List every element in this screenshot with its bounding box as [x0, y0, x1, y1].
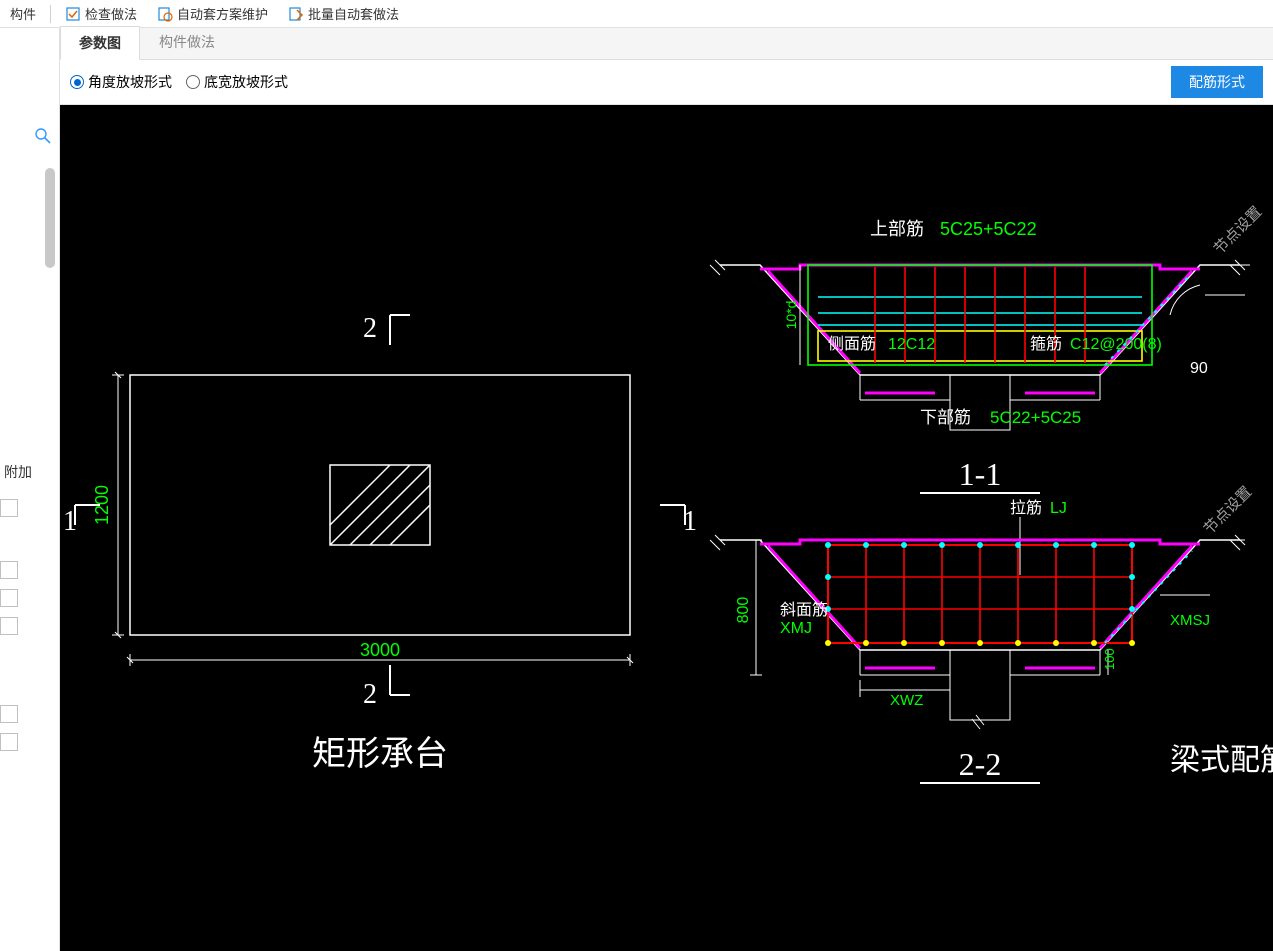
svg-text:XMSJ: XMSJ [1170, 612, 1210, 629]
radio-angle-slope[interactable]: 角度放坡形式 [70, 72, 172, 92]
tab-param-diagram[interactable]: 参数图 [60, 26, 140, 60]
cad-canvas[interactable]: 1200 3000 [60, 105, 1273, 951]
radio-dot-icon [186, 75, 200, 89]
toolbar-item-component[interactable]: 构件 [4, 2, 42, 25]
sidebar-checkbox-4[interactable] [0, 617, 18, 635]
tabs: 参数图 构件做法 [60, 28, 1273, 60]
toolbar-item-auto-scheme[interactable]: 自动套方案维护 [151, 2, 274, 25]
svg-text:2-2: 2-2 [959, 746, 1002, 782]
sidebar-checkbox-3[interactable] [0, 589, 18, 607]
svg-text:5C25+5C22: 5C25+5C22 [940, 219, 1037, 239]
sidebar-checkbox-6[interactable] [0, 733, 18, 751]
svg-text:2: 2 [363, 313, 377, 344]
rebar-form-button[interactable]: 配筋形式 [1171, 66, 1263, 98]
svg-text:800: 800 [735, 597, 752, 624]
option-row: 角度放坡形式 底宽放坡形式 配筋形式 [60, 60, 1273, 105]
svg-text:XMJ: XMJ [780, 620, 812, 637]
svg-text:1: 1 [63, 506, 77, 537]
toolbar: 构件 检查做法 自动套方案维护 批量自动套做法 [0, 0, 1273, 28]
toolbar-item-check[interactable]: 检查做法 [59, 2, 143, 25]
settings-doc-icon [157, 6, 173, 22]
check-icon [65, 6, 81, 22]
toolbar-item-batch-auto[interactable]: 批量自动套做法 [282, 2, 405, 25]
left-sidebar: 附加 [0, 28, 60, 951]
svg-text:100: 100 [1102, 648, 1117, 670]
svg-text:5C22+5C25: 5C22+5C25 [990, 408, 1081, 427]
svg-text:下部筋: 下部筋 [920, 408, 971, 427]
svg-text:箍筋: 箍筋 [1030, 335, 1062, 353]
svg-text:拉筋: 拉筋 [1010, 499, 1042, 517]
svg-text:梁式配筋承台: 梁式配筋承台 [1170, 744, 1273, 777]
svg-text:12C12: 12C12 [888, 336, 935, 353]
sidebar-label-extra: 附加 [0, 458, 59, 486]
tab-component-method[interactable]: 构件做法 [140, 25, 234, 59]
svg-text:2: 2 [363, 679, 377, 710]
svg-text:XWZ: XWZ [890, 692, 923, 709]
svg-text:LJ: LJ [1050, 500, 1067, 517]
sidebar-checkbox-2[interactable] [0, 561, 18, 579]
sidebar-scrollbar[interactable] [45, 168, 55, 268]
search-icon[interactable] [35, 128, 51, 144]
svg-text:1-1: 1-1 [959, 456, 1002, 492]
svg-text:侧面筋: 侧面筋 [828, 335, 876, 353]
batch-icon [288, 6, 304, 22]
sidebar-checkbox-5[interactable] [0, 705, 18, 723]
svg-text:C12@200(8): C12@200(8) [1070, 336, 1162, 353]
svg-text:斜面筋: 斜面筋 [780, 601, 828, 619]
radio-bottomwidth-slope[interactable]: 底宽放坡形式 [186, 72, 288, 92]
radio-dot-icon [70, 75, 84, 89]
svg-text:上部筋: 上部筋 [870, 219, 924, 239]
toolbar-separator [50, 5, 51, 23]
dim-width: 3000 [360, 640, 400, 660]
svg-text:10*d: 10*d [783, 301, 799, 330]
left-title: 矩形承台 [312, 735, 448, 773]
sidebar-checkbox-1[interactable] [0, 499, 18, 517]
svg-text:90: 90 [1190, 360, 1208, 377]
svg-text:1: 1 [683, 506, 697, 537]
